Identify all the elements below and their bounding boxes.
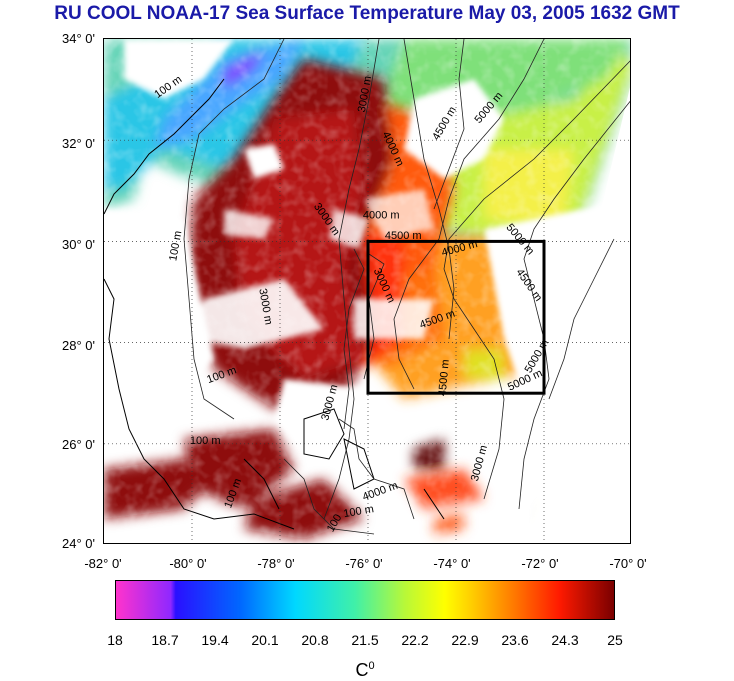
lon-tick-label: -70° 0' bbox=[609, 556, 647, 571]
contour-depth-label: 4500 m bbox=[437, 359, 452, 397]
lat-tick-label: 28° 0' bbox=[62, 338, 95, 353]
colorbar-tick: 24.3 bbox=[551, 632, 579, 648]
colorbar-unit-text: C bbox=[355, 660, 369, 680]
lon-tick-label: -74° 0' bbox=[433, 556, 471, 571]
bathymetry-contours bbox=[183, 39, 630, 535]
colorbar-unit: C0 bbox=[340, 660, 390, 681]
swath-edge bbox=[564, 87, 630, 259]
colorbar-tick: 18.7 bbox=[151, 632, 179, 648]
sst-map[interactable]: 100 m 3000 m 5000 m 4500 m 4000 m 100 m 3000 m… bbox=[103, 38, 631, 544]
colorbar-unit-superscript: 0 bbox=[368, 660, 375, 672]
lat-tick-label: 32° 0' bbox=[62, 136, 95, 151]
colorbar-tick: 25 bbox=[607, 632, 623, 648]
colorbar-tick: 18 bbox=[107, 632, 123, 648]
colorbar-tick: 20.8 bbox=[301, 632, 329, 648]
colorbar-tick: 23.6 bbox=[501, 632, 529, 648]
colorbar-tick: 22.2 bbox=[401, 632, 429, 648]
temperature-colorbar bbox=[115, 580, 615, 620]
lat-tick-label: 24° 0' bbox=[62, 536, 95, 551]
lat-tick-label: 34° 0' bbox=[62, 31, 95, 46]
lon-tick-label: -78° 0' bbox=[257, 556, 295, 571]
lon-tick-label: -72° 0' bbox=[521, 556, 559, 571]
lon-tick-label: -76° 0' bbox=[345, 556, 383, 571]
colorbar-gradient bbox=[116, 581, 614, 619]
colorbar-tick: 19.4 bbox=[201, 632, 229, 648]
lon-tick-label: -80° 0' bbox=[169, 556, 207, 571]
lon-tick-label: -82° 0' bbox=[84, 556, 122, 571]
study-area-box[interactable] bbox=[366, 239, 546, 395]
colorbar-tick: 21.5 bbox=[351, 632, 379, 648]
colorbar-tick: 22.9 bbox=[451, 632, 479, 648]
contour-depth-label: 4500 m bbox=[385, 230, 422, 242]
contour-depth-label: 100 m bbox=[167, 230, 184, 262]
contour-depth-label: 100 m bbox=[343, 503, 375, 520]
lat-tick-label: 30° 0' bbox=[62, 237, 95, 252]
map-title: RU COOL NOAA-17 Sea Surface Temperature … bbox=[54, 3, 680, 24]
contour-depth-label: 100 m bbox=[190, 435, 221, 447]
colorbar-tick: 20.1 bbox=[251, 632, 279, 648]
lat-tick-label: 26° 0' bbox=[62, 437, 95, 452]
contour-depth-label: 4000 m bbox=[363, 210, 400, 222]
